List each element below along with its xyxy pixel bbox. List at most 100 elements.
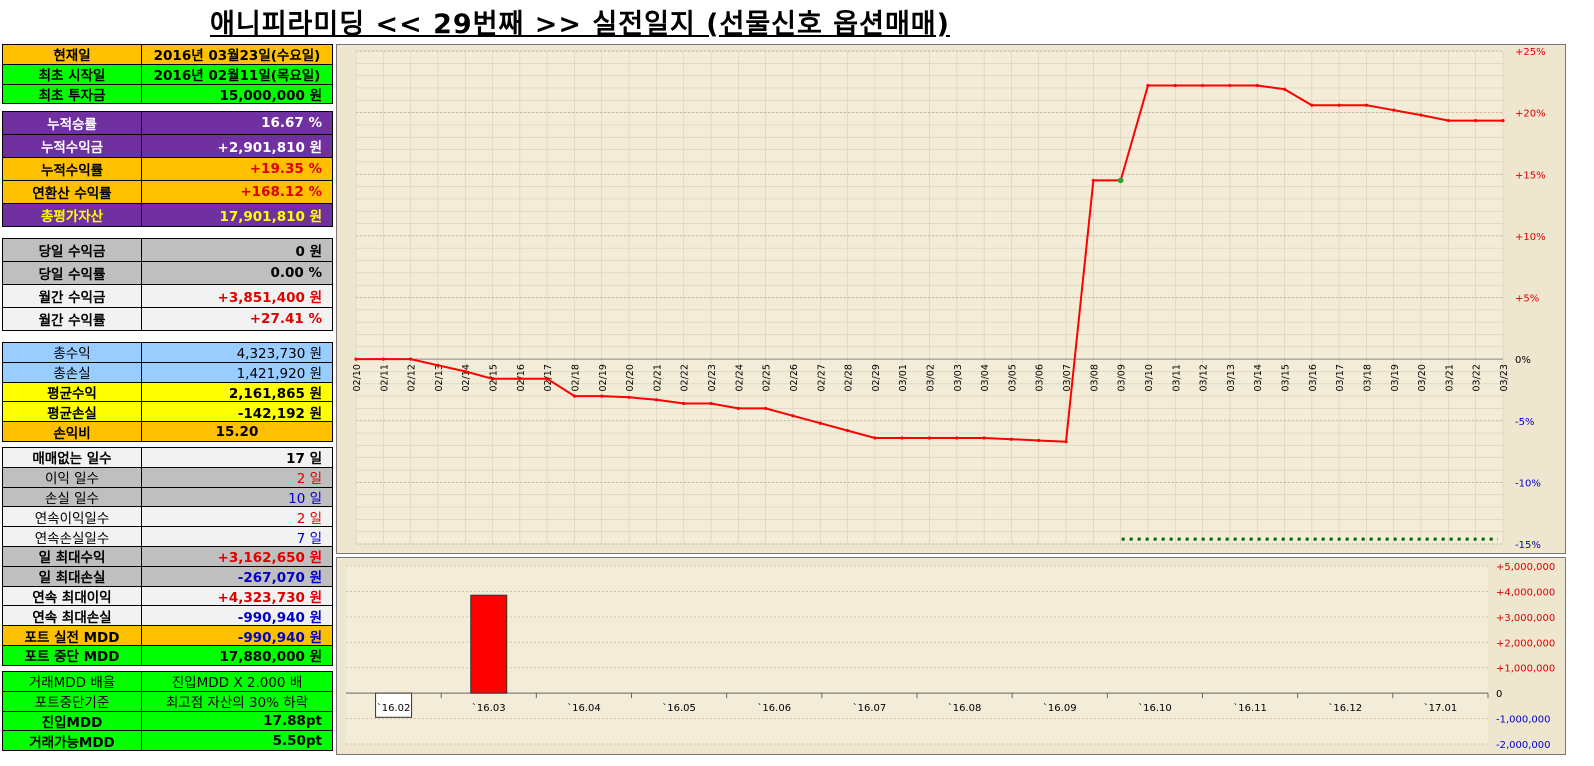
- stat-label: 손실 일수: [3, 487, 142, 507]
- stat-value: -990,940 원: [237, 629, 322, 646]
- x-tick-label: `16.02: [377, 702, 411, 714]
- stat-row: 연속 최대이익 +4,323,730 원: [3, 586, 332, 607]
- series-point: [955, 436, 959, 440]
- stat-label: 일 최대수익: [3, 546, 142, 566]
- y-tick-label: +4,000,000: [1496, 587, 1555, 598]
- x-tick-label: 03/01: [898, 364, 909, 391]
- x-tick-label: `16.11: [1233, 702, 1267, 714]
- stat-label: 현재일: [3, 45, 142, 64]
- x-tick-label: 02/26: [789, 364, 800, 391]
- stat-row: 연환산 수익률 +168.12 %: [3, 181, 332, 204]
- stat-row: 총손실 1,421,920 원: [3, 362, 332, 383]
- stat-value: -990,940 원: [237, 609, 322, 626]
- bar-chart-svg: +5,000,000 +4,000,000 +3,000,000 +2,000,000…: [346, 562, 1555, 751]
- stat-label: 최초 시작일: [3, 64, 142, 84]
- series-point: [463, 369, 467, 374]
- monthly-profit-chart: +5,000,000 +4,000,000 +3,000,000 +2,000,000…: [336, 557, 1566, 755]
- cumulative-return-chart: +25% +20% +15% +10% +5% 0% -5% -10% -15% 02/10 02/…: [336, 44, 1566, 554]
- panel-g2: 누적승률 16.67 % 누적수익금 +2,901,810 원 누적수익률 +19.35 …: [2, 111, 333, 227]
- series-point: [354, 357, 358, 361]
- x-tick-label: 03/11: [1171, 364, 1182, 391]
- stat-row: 총수익 4,323,730 원: [3, 343, 332, 363]
- x-tick-label: `16.10: [1138, 702, 1172, 714]
- x-tick-label: 03/05: [1007, 364, 1018, 391]
- x-tick-label: 02/29: [871, 364, 882, 391]
- panel-g5: 매매없는 일수 17 일 이익 일수 2 일 손실 일수 10 일 연속이익일수 2 일 연속손…: [2, 447, 333, 666]
- series-point: [1255, 83, 1259, 88]
- series-point: [518, 377, 522, 381]
- stat-value: 15.20: [215, 423, 259, 440]
- x-tick-label: `16.07: [853, 702, 887, 714]
- stat-row: 누적수익금 +2,901,810 원: [3, 135, 332, 158]
- series-point: [764, 406, 768, 411]
- series-point: [436, 363, 440, 367]
- stat-value: 2,161,865 원: [228, 386, 322, 402]
- series-point: [1009, 437, 1014, 441]
- stat-row: 월간 수익금 +3,851,400 원: [3, 285, 332, 308]
- series-point: [654, 398, 659, 402]
- stat-row: 월간 수익률 +27.41 %: [3, 308, 332, 331]
- x-tick-label: 02/28: [844, 364, 855, 391]
- stat-row: 누적승률 16.67 %: [3, 112, 332, 135]
- stat-value: 진입MDD X 2.000 배: [171, 675, 303, 692]
- stat-label: 월간 수익률: [3, 308, 142, 330]
- x-tick-label: 03/13: [1226, 364, 1237, 391]
- stat-row: 연속손실일수 7 일: [3, 527, 332, 547]
- x-tick-label: 03/02: [926, 364, 937, 391]
- stat-value: +2,901,810 원: [217, 140, 322, 156]
- stat-value: 2016년 03월23일(수요일): [153, 48, 321, 65]
- series-point: [600, 394, 604, 398]
- stat-value: 2 일: [296, 510, 322, 527]
- y-tick-label: 0%: [1515, 355, 1531, 366]
- x-tick-label: 03/06: [1035, 364, 1046, 391]
- stat-label: 연속손실일수: [3, 527, 142, 547]
- line-chart-svg: +25% +20% +15% +10% +5% 0% -5% -10% -15% 02/10 02/…: [352, 47, 1546, 551]
- stat-row: 거래MDD 배율 진입MDD X 2.000 배: [3, 672, 332, 692]
- x-tick-label: 03/10: [1144, 364, 1155, 391]
- stat-value: 5.50pt: [272, 732, 322, 749]
- y-tick-label: -2,000,000: [1496, 740, 1551, 751]
- series-point: [1310, 103, 1314, 107]
- series-point: [381, 357, 385, 361]
- series-point: [1474, 119, 1478, 123]
- stat-label: 연환산 수익률: [3, 181, 142, 203]
- x-tick-label: 02/23: [707, 364, 718, 391]
- stat-row: 최초 시작일 2016년 02월11일(목요일): [3, 64, 332, 85]
- stat-row: 누적수익률 +19.35 %: [3, 158, 332, 181]
- plot-area: [346, 566, 1488, 744]
- series-point: [545, 377, 549, 381]
- x-tick-label: 02/14: [461, 364, 472, 391]
- stat-value: 최고점 자산의 30% 하락: [165, 695, 309, 712]
- stat-value: +168.12 %: [240, 184, 322, 200]
- x-tick-label: `16.05: [662, 702, 696, 714]
- y-tick-label: -10%: [1515, 478, 1541, 489]
- x-tick-label: 02/25: [762, 364, 773, 391]
- series-point: [572, 394, 577, 398]
- x-tick-label: 03/04: [980, 364, 991, 391]
- stat-label: 일 최대손실: [3, 566, 142, 586]
- stat-value: 2016년 02월11일(목요일): [153, 68, 321, 85]
- x-tick-label: `17.01: [1424, 702, 1458, 714]
- series-point: [1446, 119, 1450, 123]
- series-point: [409, 357, 413, 361]
- stat-label: 포트 중단 MDD: [3, 645, 142, 665]
- panel-g6: 거래MDD 배율 진입MDD X 2.000 배 포트중단기준 최고점 자산의 30%…: [2, 671, 333, 752]
- stat-label: 이익 일수: [3, 467, 142, 487]
- x-tick-label: 02/22: [680, 364, 691, 391]
- series-point: [1392, 108, 1396, 112]
- stat-label: 연속 최대손실: [3, 606, 142, 626]
- x-tick-label: 03/03: [953, 364, 964, 391]
- stat-value: 0 원: [295, 244, 322, 260]
- x-tick-label: `16.12: [1328, 702, 1362, 714]
- y-tick-label: +20%: [1515, 109, 1546, 120]
- stat-value: 16.67 %: [261, 115, 322, 131]
- x-tick-label: `16.06: [757, 702, 791, 714]
- y-tick-label: +10%: [1515, 232, 1546, 243]
- stat-label: 총수익: [3, 343, 142, 362]
- x-tick-label: 03/12: [1199, 364, 1210, 391]
- stat-label: 진입MDD: [3, 711, 142, 731]
- stat-value: 17 일: [286, 451, 322, 468]
- stat-row: 포트 중단 MDD 17,880,000 원: [3, 645, 332, 666]
- stat-value: 17.88pt: [263, 712, 322, 729]
